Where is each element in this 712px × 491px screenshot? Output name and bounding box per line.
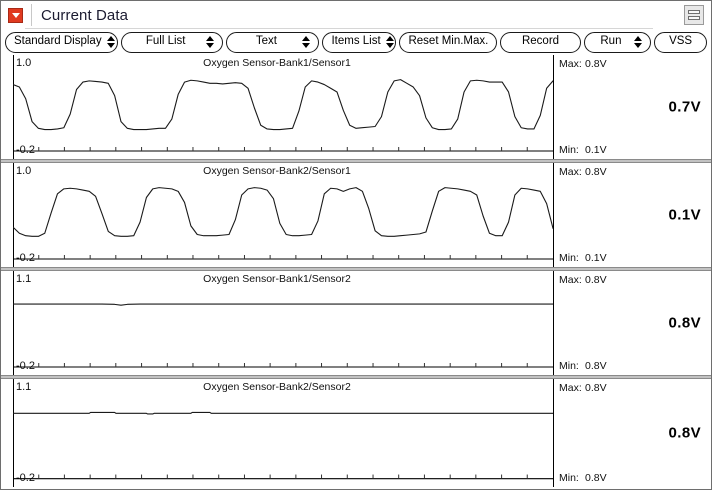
readout-panel: Max: 0.8V 0.8V Min: 0.8V	[555, 379, 711, 487]
max-readout: Max: 0.8V	[559, 167, 607, 178]
spinner-updown-icon[interactable]	[385, 35, 394, 49]
y-axis-max-label: 1.1	[16, 273, 32, 285]
red-dropdown-icon[interactable]	[8, 7, 23, 23]
title-divider	[31, 4, 32, 26]
items-list-selector[interactable]: Items List	[322, 31, 397, 53]
toolbar-button-label: Run	[600, 35, 622, 48]
min-readout: Min: 0.1V	[559, 143, 607, 156]
y-axis-min-label: -0.2	[16, 360, 35, 372]
waveform-plot	[13, 55, 553, 159]
y-axis-max-label: 1.0	[16, 57, 32, 69]
current-value: 0.1V	[668, 206, 701, 224]
spinner-updown-icon[interactable]	[206, 35, 215, 49]
window-title: Current Data	[41, 6, 129, 24]
min-label: Min:	[559, 359, 579, 372]
toolbar-button-label: Record	[521, 35, 560, 48]
toolbar-button-label: Items List	[331, 35, 381, 48]
spinner-updown-icon[interactable]	[302, 35, 311, 49]
toolbar-button-label: Full List	[145, 35, 186, 48]
toolbar-button-label: Text	[255, 35, 277, 48]
graph-area[interactable]: 1.1 -0.2 Oxygen Sensor-Bank1/Sensor2	[1, 271, 554, 375]
restore-window-icon[interactable]	[684, 5, 704, 25]
graph-area[interactable]: 1.0 -0.2 Oxygen Sensor-Bank2/Sensor1	[1, 163, 554, 267]
y-axis-min-label: -0.2	[16, 252, 35, 264]
reset-min-max-button[interactable]: Reset Min.Max.	[399, 31, 498, 53]
graph-stack: 1.0 -0.2 Oxygen Sensor-Bank1/Sensor1 Max: 0.…	[1, 55, 711, 491]
y-axis	[13, 163, 14, 267]
current-value: 0.7V	[668, 98, 701, 116]
max-readout: Max: 0.8V	[559, 383, 607, 394]
max-readout: Max: 0.8V	[559, 275, 607, 286]
graph-area[interactable]: 1.0 -0.2 Oxygen Sensor-Bank1/Sensor1	[1, 55, 554, 159]
readout-panel: Max: 0.8V 0.8V Min: 0.8V	[555, 271, 711, 375]
min-label: Min:	[559, 143, 579, 156]
waveform-plot	[13, 163, 553, 267]
y-axis-max-label: 1.0	[16, 165, 32, 177]
graph-area[interactable]: 1.1 -0.2 Oxygen Sensor-Bank2/Sensor2	[1, 379, 554, 487]
current-value: 0.8V	[668, 424, 701, 442]
y-axis-max-label: 1.1	[16, 381, 32, 393]
y-axis	[13, 379, 14, 487]
run-selector[interactable]: Run	[583, 31, 652, 53]
min-readout: Min: 0.1V	[559, 251, 607, 264]
y-axis-min-label: -0.2	[16, 144, 35, 156]
readout-panel: Max: 0.8V 0.1V Min: 0.1V	[555, 163, 711, 267]
panel-separator	[1, 267, 711, 271]
min-readout: Min: 0.8V	[559, 359, 607, 372]
full-list-selector[interactable]: Full List	[121, 31, 224, 53]
min-label: Min:	[559, 251, 579, 264]
graph-panel[interactable]: 1.0 -0.2 Oxygen Sensor-Bank1/Sensor1 Max: 0.…	[1, 55, 711, 159]
text-mode-selector[interactable]: Text	[226, 31, 320, 53]
max-value: 0.8V	[585, 166, 607, 178]
toolbar: Standard Display Full List Text Items List R…	[1, 29, 711, 55]
waveform-plot	[13, 379, 553, 487]
waveform-plot	[13, 271, 553, 375]
panel-separator	[1, 375, 711, 379]
min-readout: Min: 0.8V	[559, 471, 607, 484]
max-value: 0.8V	[585, 58, 607, 70]
max-value: 0.8V	[585, 274, 607, 286]
min-label: Min:	[559, 471, 579, 484]
record-button[interactable]: Record	[500, 31, 581, 53]
toolbar-button-label: VSS	[669, 35, 693, 48]
title-underline	[25, 28, 653, 29]
standard-display-selector[interactable]: Standard Display	[5, 31, 118, 53]
y-axis	[13, 55, 14, 159]
min-value: 0.1V	[585, 143, 607, 156]
min-value: 0.1V	[585, 251, 607, 264]
toolbar-button-label: Standard Display	[14, 35, 102, 48]
toolbar-button-label: Reset Min.Max.	[408, 35, 489, 48]
title-bar: Current Data	[1, 1, 711, 29]
max-label: Max:	[559, 58, 582, 70]
panel-separator	[1, 159, 711, 163]
graph-panel[interactable]: 1.0 -0.2 Oxygen Sensor-Bank2/Sensor1 Max: 0.…	[1, 163, 711, 267]
graph-panel[interactable]: 1.1 -0.2 Oxygen Sensor-Bank2/Sensor2 Max: 0.…	[1, 379, 711, 487]
spinner-updown-icon[interactable]	[634, 35, 643, 49]
max-label: Max:	[559, 382, 582, 394]
max-label: Max:	[559, 274, 582, 286]
max-label: Max:	[559, 166, 582, 178]
spinner-updown-icon[interactable]	[106, 35, 115, 49]
y-axis-min-label: -0.2	[16, 472, 35, 484]
vss-button[interactable]: VSS	[654, 31, 707, 53]
min-value: 0.8V	[585, 359, 607, 372]
y-axis	[13, 271, 14, 375]
graph-panel[interactable]: 1.1 -0.2 Oxygen Sensor-Bank1/Sensor2 Max: 0.…	[1, 271, 711, 375]
readout-panel: Max: 0.8V 0.7V Min: 0.1V	[555, 55, 711, 159]
min-value: 0.8V	[585, 471, 607, 484]
current-value: 0.8V	[668, 314, 701, 332]
max-readout: Max: 0.8V	[559, 59, 607, 70]
max-value: 0.8V	[585, 382, 607, 394]
